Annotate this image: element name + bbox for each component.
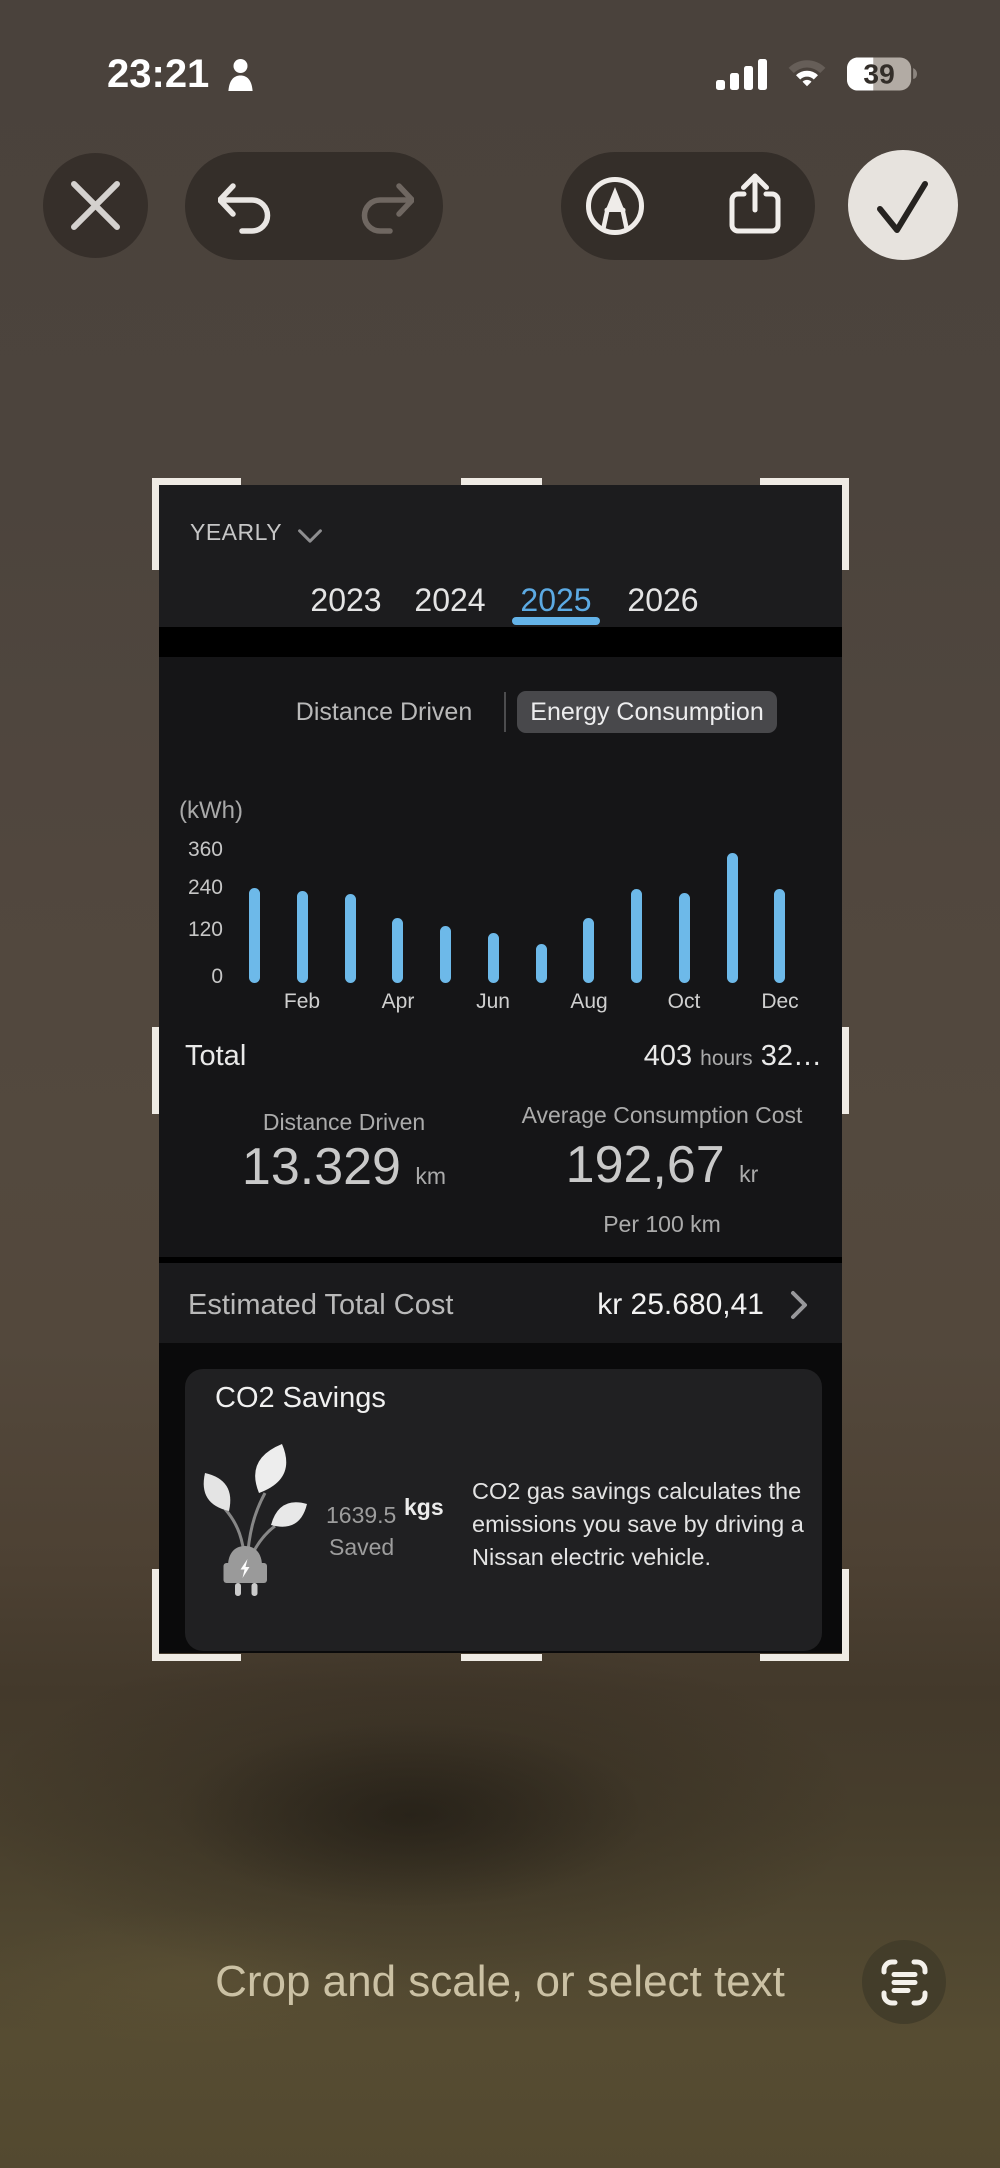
svg-text:39: 39 (863, 58, 894, 90)
